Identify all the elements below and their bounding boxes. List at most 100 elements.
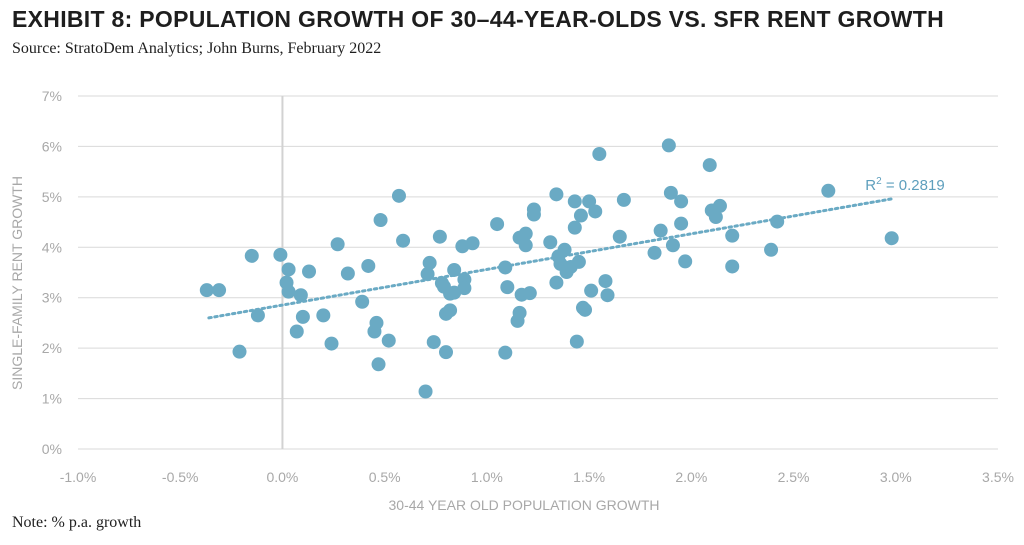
scatter-point: [420, 267, 435, 282]
scatter-point: [600, 288, 615, 303]
scatter-point: [674, 216, 689, 231]
scatter-point: [457, 281, 472, 296]
scatter-point: [498, 345, 513, 360]
gridlines: [78, 95, 998, 450]
scatter-point: [598, 274, 613, 289]
scatter-point: [584, 283, 599, 298]
y-tick-label: 3%: [42, 290, 62, 306]
scatter-point: [526, 207, 541, 222]
x-tick-label: 1.0%: [471, 469, 503, 485]
scatter-point: [661, 138, 676, 153]
scatter-point: [340, 266, 355, 281]
data-points: [199, 138, 899, 399]
trendline: [207, 197, 894, 320]
scatter-point: [674, 194, 689, 209]
scatter-point: [465, 236, 480, 251]
scatter-point: [418, 384, 433, 399]
scatter-point: [273, 247, 288, 262]
scatter-point: [578, 302, 593, 317]
scatter-point: [582, 194, 597, 209]
scatter-point: [522, 286, 537, 301]
scatter-point: [725, 259, 740, 274]
scatter-point: [316, 308, 331, 323]
scatter-point: [371, 357, 386, 372]
x-tick-label: 3.0%: [880, 469, 912, 485]
footnote: Note: % p.a. growth: [12, 514, 142, 531]
x-tick-label: 3.5%: [982, 469, 1014, 485]
x-tick-label: -1.0%: [60, 469, 97, 485]
scatter-point: [770, 214, 785, 229]
scatter-point: [764, 242, 779, 257]
x-tick-label: 1.5%: [573, 469, 605, 485]
scatter-point: [678, 254, 693, 269]
scatter-point: [232, 344, 247, 359]
scatter-point: [381, 333, 396, 348]
scatter-point: [702, 158, 717, 173]
scatter-point: [549, 275, 564, 290]
x-tick-label: 2.5%: [778, 469, 810, 485]
scatter-point: [518, 238, 533, 253]
scatter-point: [549, 187, 564, 202]
x-axis-title: 30-44 YEAR OLD POPULATION GROWTH: [389, 497, 660, 513]
scatter-point: [250, 308, 265, 323]
scatter-point: [426, 335, 441, 350]
axis-labels: 0% 1% 2% 3% 4% 5% 6% 7% -1.0% -0.5% 0.0% 0.5% 1.0% 1.…: [42, 88, 1014, 485]
scatter-point: [498, 260, 513, 275]
x-tick-label: 0.5%: [369, 469, 401, 485]
scatter-point: [281, 284, 296, 299]
scatter-point: [324, 336, 339, 351]
y-axis-title: SINGLE-FAMILY RENT GROWTH: [9, 176, 25, 390]
scatter-point: [422, 255, 437, 270]
scatter-point: [293, 288, 308, 303]
scatter-point: [884, 231, 899, 246]
scatter-point: [588, 204, 603, 219]
scatter-point: [439, 345, 453, 360]
scatter-point: [557, 242, 572, 257]
scatter-point: [821, 183, 836, 198]
scatter-point: [391, 188, 406, 203]
scatter-point: [653, 223, 668, 238]
scatter-point: [571, 254, 586, 269]
scatter-point: [725, 228, 740, 243]
scatter-point: [712, 198, 727, 213]
scatter-point: [490, 217, 505, 232]
scatter-point: [567, 220, 582, 235]
scatter-point: [212, 283, 227, 298]
scatter-point: [199, 283, 214, 298]
y-tick-label: 4%: [42, 239, 62, 255]
scatter-point: [647, 245, 662, 260]
scatter-point: [369, 315, 384, 330]
scatter-point: [512, 305, 527, 320]
y-tick-label: 7%: [42, 88, 62, 104]
scatter-point: [432, 229, 447, 244]
x-tick-label: -0.5%: [162, 469, 199, 485]
scatter-point: [612, 229, 627, 244]
y-tick-label: 5%: [42, 189, 62, 205]
scatter-point: [500, 280, 515, 295]
scatter-point: [569, 334, 584, 349]
scatter-point: [396, 233, 411, 248]
scatter-point: [592, 146, 607, 161]
scatter-point: [330, 237, 345, 252]
scatter-point: [616, 192, 631, 207]
scatter-point: [567, 194, 582, 209]
scatter-point: [281, 262, 296, 277]
y-tick-label: 1%: [42, 391, 62, 407]
scatter-point: [244, 248, 259, 263]
scatter-point: [373, 213, 388, 228]
y-tick-label: 2%: [42, 340, 62, 356]
chart-title: EXHIBIT 8: POPULATION GROWTH OF 30–44-YE…: [12, 6, 945, 32]
trendline-line: [207, 197, 894, 320]
scatter-point: [708, 210, 723, 225]
y-tick-label: 6%: [42, 138, 62, 154]
y-tick-label: 0%: [42, 441, 62, 457]
scatter-point: [447, 262, 462, 277]
scatter-point: [289, 324, 304, 339]
x-tick-label: 0.0%: [266, 469, 298, 485]
scatter-point: [361, 258, 376, 273]
scatter-point: [355, 294, 370, 309]
r-squared-annotation: R2 = 0.2819: [865, 176, 944, 194]
scatter-point: [518, 226, 533, 241]
scatter-point: [663, 185, 678, 200]
